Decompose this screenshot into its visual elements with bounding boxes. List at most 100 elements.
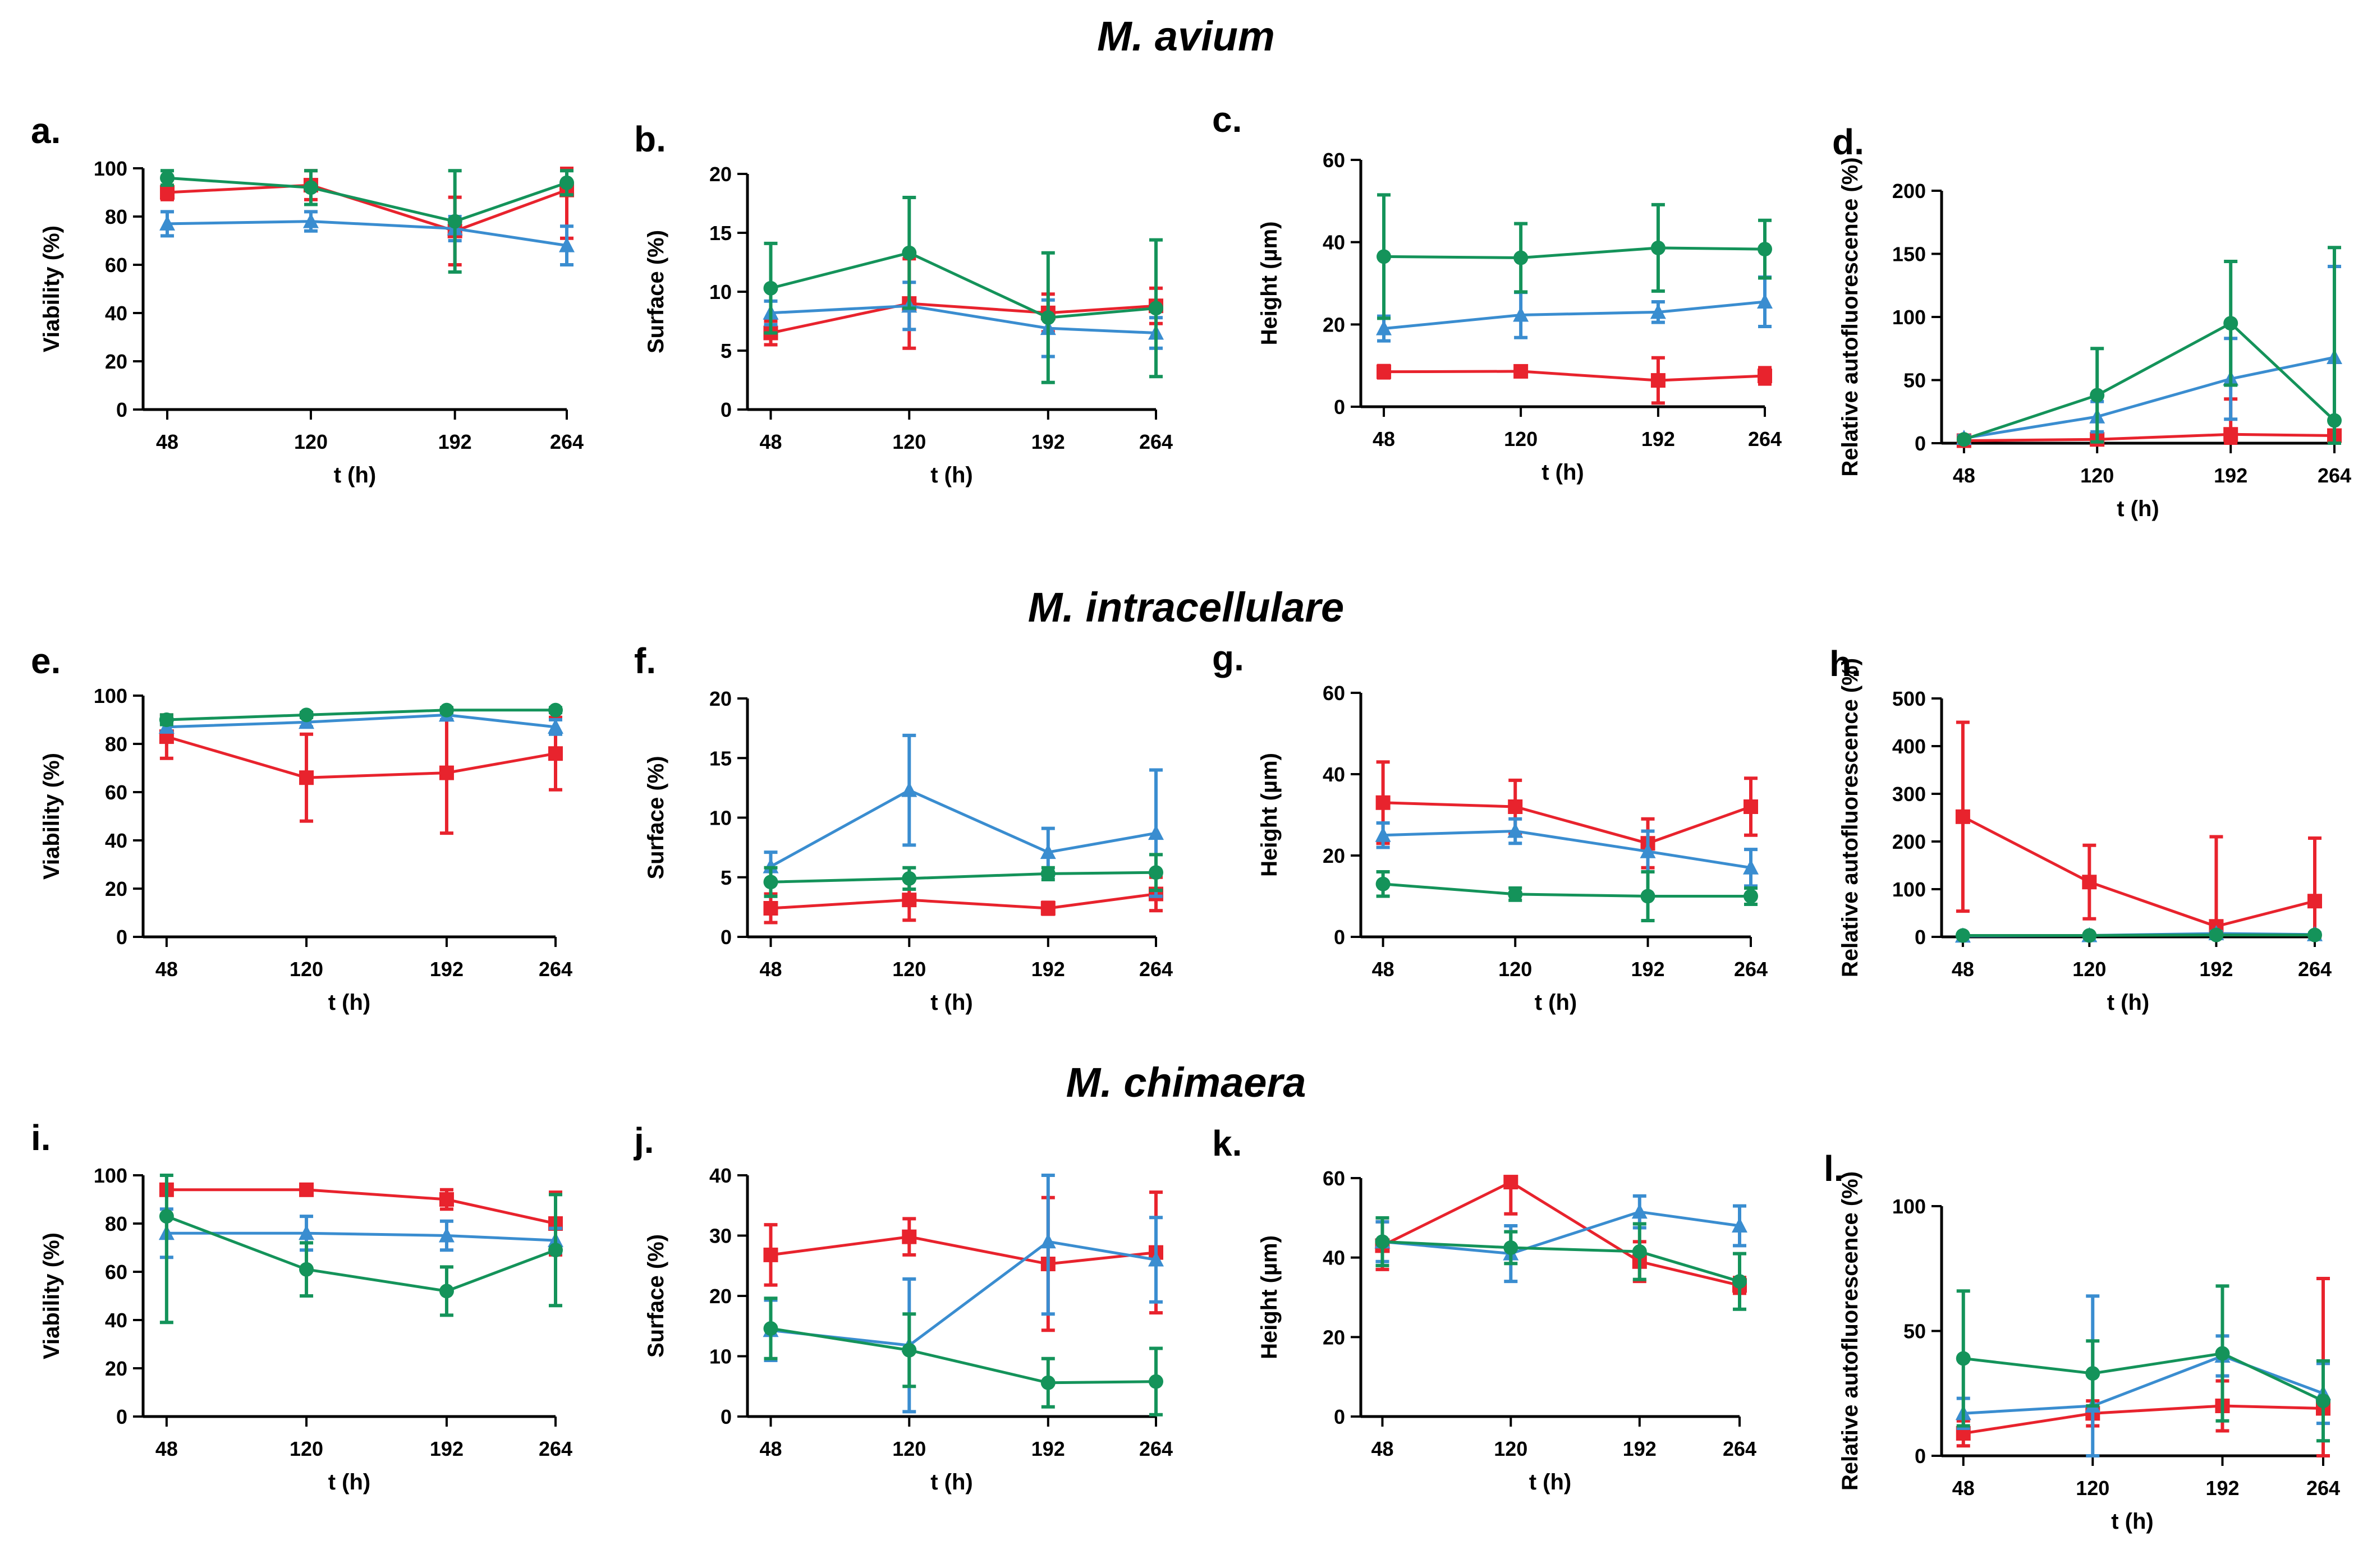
chart-panel-a: a. 0 20 40 60 80 100 48 120 192 264 t (h) Viability …: [31, 111, 584, 488]
y-tick-label: 60: [1323, 1167, 1345, 1190]
x-tick-label: 264: [1139, 430, 1173, 453]
data-point-green: [902, 871, 917, 886]
y-tick-label: 0: [1915, 432, 1926, 455]
x-tick-label: 48: [1952, 958, 1974, 981]
y-tick-label: 60: [105, 254, 127, 277]
data-point-red: [763, 1247, 778, 1262]
y-tick-label: 0: [1915, 926, 1926, 949]
panel-label-j: j.: [634, 1120, 654, 1161]
data-point-green: [1149, 865, 1163, 880]
series-line-green: [1963, 321, 2336, 441]
x-tick-label: 120: [290, 958, 323, 981]
x-tick-label: 48: [155, 958, 178, 981]
y-tick-label: 0: [1915, 1445, 1926, 1468]
chart-panel-d: d. 0 50 100 150 200 48 120 192 264 t (h) Relative a…: [1832, 122, 2351, 521]
x-tick-label: 264: [539, 958, 572, 981]
data-point-red: [439, 1192, 454, 1207]
y-tick-label: 40: [709, 1164, 732, 1187]
series-line-blue: [1383, 829, 1751, 870]
x-axis-label: t (h): [2117, 496, 2159, 521]
series-line-green: [770, 251, 1157, 319]
y-tick-label: 300: [1892, 783, 1926, 806]
data-point-green: [159, 712, 174, 727]
x-axis-label: t (h): [334, 463, 377, 488]
data-point-red: [763, 901, 778, 916]
x-axis-label: t (h): [930, 463, 973, 488]
data-point-red: [1513, 364, 1529, 379]
y-tick-label: 0: [721, 1405, 732, 1428]
chart-panel-b: b. 0 5 10 15 20 48 120 192 264 t (h) Surface (%): [634, 119, 1173, 488]
chart-panel-j: j. 0 10 20 30 40 48 120 192 264 t (h) Surface (%): [634, 1120, 1173, 1495]
y-tick-label: 150: [1892, 243, 1926, 266]
series-line-green: [1384, 246, 1765, 260]
series-line-green: [1963, 1351, 2324, 1403]
y-tick-label: 200: [1892, 830, 1926, 853]
y-tick-label: 40: [1323, 231, 1345, 254]
data-point-green: [1956, 432, 1971, 447]
x-axis-label: t (h): [1541, 460, 1584, 485]
y-axis-label: Height (µm): [1257, 222, 1282, 346]
data-point-red: [548, 746, 563, 761]
y-tick-label: 20: [1323, 844, 1345, 867]
x-tick-label: 264: [539, 1437, 572, 1460]
data-point-green: [1758, 242, 1772, 257]
panel-label-c: c.: [1212, 99, 1242, 140]
data-point-red: [1040, 901, 1056, 916]
x-tick-label: 192: [1031, 1437, 1065, 1460]
panel-label-a: a.: [31, 111, 61, 151]
series-line-red: [1384, 370, 1765, 382]
data-point-red: [160, 185, 175, 200]
series-line-red: [770, 893, 1157, 910]
y-axis-label: Viability (%): [39, 226, 64, 352]
y-tick-label: 0: [721, 926, 732, 949]
series-line-green: [770, 871, 1157, 884]
panel-label-k: k.: [1212, 1123, 1242, 1164]
data-point-green: [902, 1342, 917, 1358]
series-line-green: [166, 709, 556, 721]
chart-panel-h: h. 0 100 200 300 400 500 48 120 192 264 t (h) Relati…: [1829, 643, 2332, 1015]
data-point-green: [1040, 1375, 1056, 1390]
panel-label-l: l.: [1824, 1148, 1844, 1189]
data-point-red: [2082, 875, 2097, 890]
y-tick-label: 20: [105, 350, 127, 373]
y-axis-label: Surface (%): [644, 756, 668, 879]
series-line-blue: [1963, 1354, 2324, 1415]
y-tick-label: 20: [105, 1357, 127, 1380]
series-line-blue: [770, 788, 1157, 868]
y-tick-label: 50: [1903, 369, 1926, 392]
y-tick-label: 20: [709, 1285, 732, 1308]
x-tick-label: 192: [1031, 958, 1065, 981]
row-title-m-chimaera: M. chimaera: [1066, 1059, 1306, 1106]
data-point-blue: [901, 781, 917, 797]
y-tick-label: 10: [709, 1345, 732, 1368]
y-tick-label: 0: [1334, 1405, 1345, 1428]
data-point-green: [1513, 250, 1529, 265]
data-point-green: [763, 875, 778, 890]
y-tick-label: 40: [105, 302, 127, 325]
y-tick-label: 15: [709, 222, 732, 245]
y-tick-label: 15: [709, 747, 732, 770]
chart-panel-k: k. 0 20 40 60 48 120 192 264 t (h) Height (µm): [1212, 1123, 1756, 1495]
data-point-blue: [1040, 844, 1056, 859]
data-point-red: [1650, 373, 1666, 388]
y-tick-label: 0: [116, 398, 127, 421]
y-tick-label: 40: [1323, 1247, 1345, 1270]
series-line-blue: [1963, 356, 2335, 440]
data-point-green: [303, 180, 318, 195]
data-point-green: [548, 702, 563, 718]
y-axis-label: Relative autofluorescence (%): [1838, 658, 1862, 977]
x-tick-label: 120: [892, 430, 926, 453]
x-tick-label: 192: [430, 1437, 464, 1460]
y-axis-label: Surface (%): [644, 1234, 668, 1358]
y-tick-label: 0: [1334, 926, 1345, 949]
data-point-green: [548, 1243, 563, 1258]
data-point-green: [902, 245, 917, 260]
series-line-red: [770, 1235, 1157, 1266]
x-tick-label: 120: [1504, 427, 1538, 450]
x-tick-label: 264: [2298, 958, 2332, 981]
y-tick-label: 40: [1323, 763, 1345, 786]
series-line-red: [166, 1188, 556, 1225]
series-line-blue: [167, 220, 567, 247]
y-tick-label: 40: [105, 1309, 127, 1332]
y-tick-label: 100: [94, 684, 127, 707]
